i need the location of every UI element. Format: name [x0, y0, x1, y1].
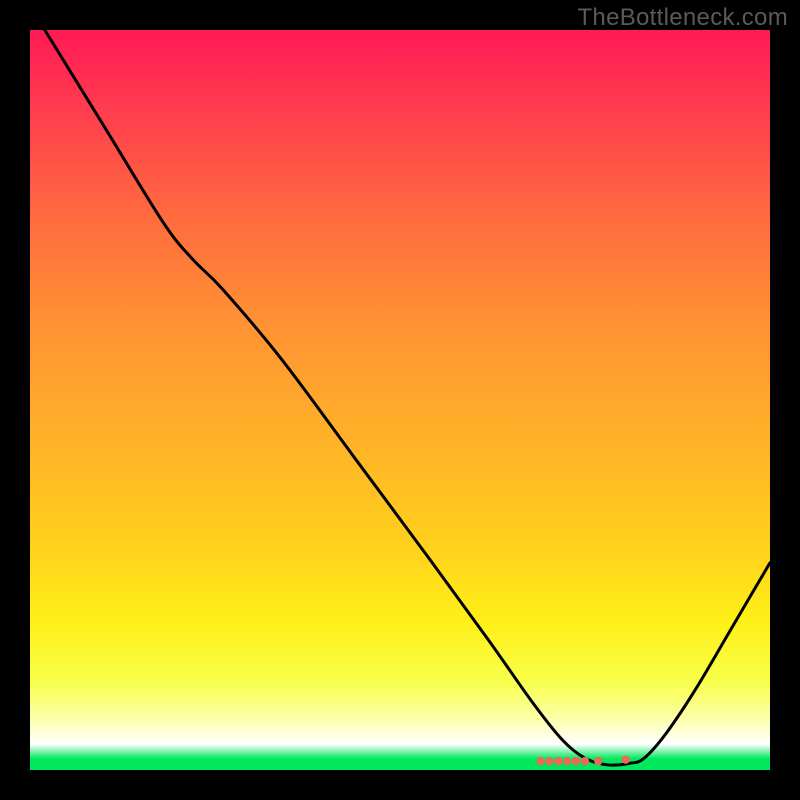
marker-point [545, 757, 553, 765]
watermark-text: TheBottleneck.com [577, 4, 788, 32]
chart-container: TheBottleneck.com [0, 0, 800, 800]
bottleneck-chart [0, 0, 800, 800]
marker-point [581, 757, 589, 765]
marker-point [572, 757, 580, 765]
marker-point [536, 757, 544, 765]
marker-point [554, 757, 562, 765]
marker-point [622, 755, 630, 763]
marker-point [563, 757, 571, 765]
plot-area [30, 30, 770, 770]
marker-point [594, 757, 602, 765]
